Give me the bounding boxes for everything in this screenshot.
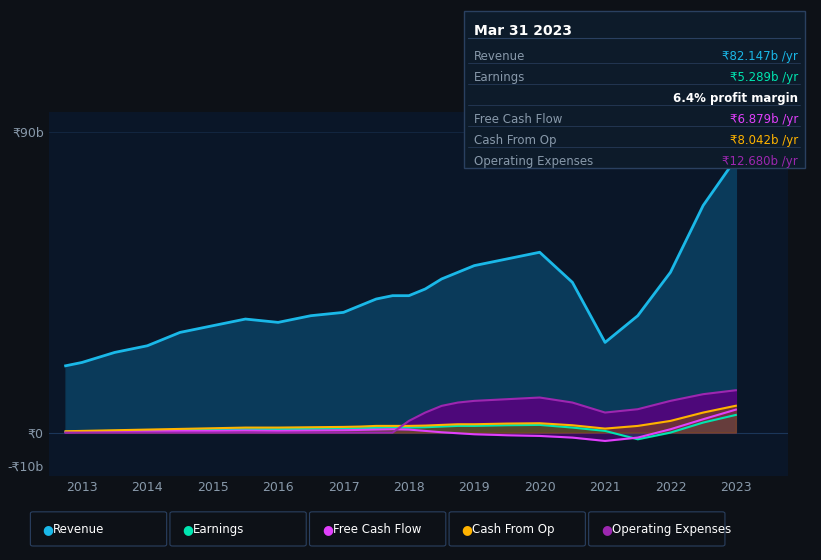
Text: ●: ●	[322, 522, 333, 536]
Text: 6.4% profit margin: 6.4% profit margin	[673, 92, 798, 105]
Text: Revenue: Revenue	[53, 522, 105, 536]
Text: ●: ●	[601, 522, 612, 536]
Text: Earnings: Earnings	[474, 71, 525, 84]
Text: Cash From Op: Cash From Op	[472, 522, 554, 536]
Text: ₹82.147b /yr: ₹82.147b /yr	[722, 50, 798, 63]
Text: Operating Expenses: Operating Expenses	[474, 155, 593, 168]
Text: ●: ●	[182, 522, 193, 536]
Text: Free Cash Flow: Free Cash Flow	[333, 522, 421, 536]
Text: Revenue: Revenue	[474, 50, 525, 63]
Text: Free Cash Flow: Free Cash Flow	[474, 113, 562, 126]
Text: ₹12.680b /yr: ₹12.680b /yr	[722, 155, 798, 168]
Text: ●: ●	[461, 522, 472, 536]
Text: Operating Expenses: Operating Expenses	[612, 522, 731, 536]
Text: ●: ●	[43, 522, 53, 536]
Text: Cash From Op: Cash From Op	[474, 134, 556, 147]
Text: Earnings: Earnings	[193, 522, 245, 536]
Text: Mar 31 2023: Mar 31 2023	[474, 24, 571, 38]
Text: ₹8.042b /yr: ₹8.042b /yr	[730, 134, 798, 147]
Text: ₹6.879b /yr: ₹6.879b /yr	[730, 113, 798, 126]
Text: ₹5.289b /yr: ₹5.289b /yr	[730, 71, 798, 84]
